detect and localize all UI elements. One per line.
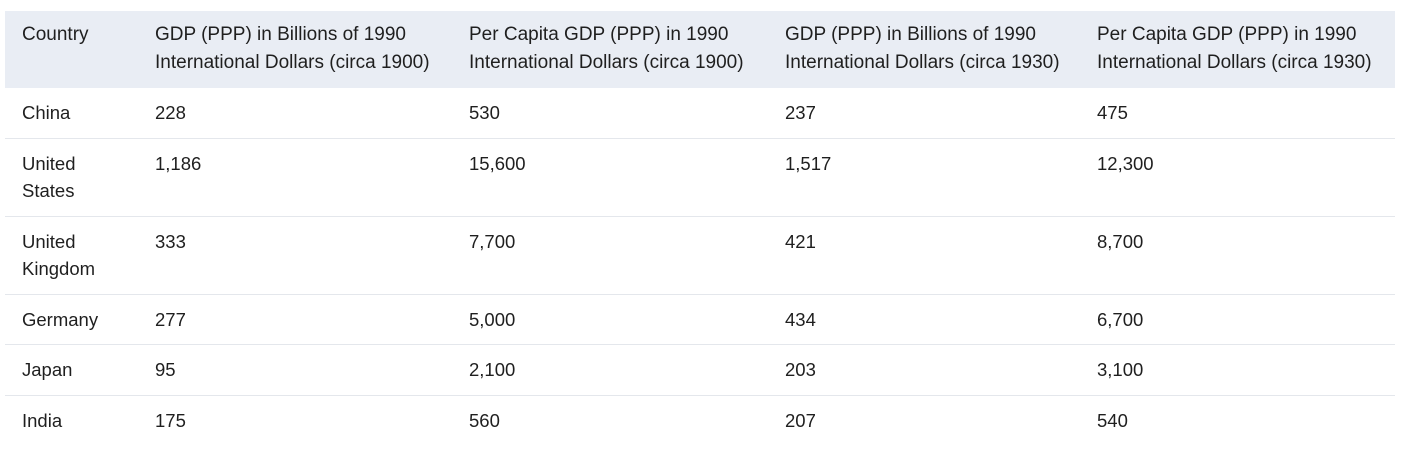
table-row: India 175 560 207 540	[5, 394, 1395, 445]
cell-country: India	[5, 394, 138, 445]
cell-gdp-1900: 175	[138, 394, 452, 445]
table-header: Country GDP (PPP) in Billions of 1990 In…	[5, 11, 1395, 88]
header-row: Country GDP (PPP) in Billions of 1990 In…	[5, 11, 1395, 88]
table-body: China 228 530 237 475 United States 1,18…	[5, 88, 1395, 445]
header-gdp-1930: GDP (PPP) in Billions of 1990 Internatio…	[785, 24, 1060, 73]
cell-per-capita-1900: 5,000	[452, 293, 768, 345]
cell-country: China	[22, 102, 71, 123]
cell-per-capita-1900: 2,100	[452, 344, 768, 395]
cell-per-capita-1930: 475	[1097, 102, 1128, 123]
cell-country: Germany	[5, 293, 138, 345]
cell-gdp-1930: 203	[768, 344, 1080, 395]
cell-gdp-1900: 333	[138, 215, 452, 294]
cell-gdp-1930: 421	[768, 215, 1080, 294]
cell-per-capita-1900: 7,700	[452, 215, 768, 294]
cell-per-capita-1900: 15,600	[452, 137, 768, 216]
cell-per-capita-1900: 530	[469, 102, 500, 123]
cell-per-capita-1900: 560	[452, 394, 768, 445]
cell-country: United States	[5, 137, 138, 216]
cell-gdp-1900: 1,186	[138, 137, 452, 216]
header-gdp-1900: GDP (PPP) in Billions of 1990 Internatio…	[155, 24, 430, 73]
cell-gdp-1930: 237	[785, 102, 816, 123]
cell-country: United Kingdom	[5, 215, 138, 294]
cell-per-capita-1930: 8,700	[1080, 215, 1395, 294]
table-row: Japan 95 2,100 203 3,100	[5, 344, 1395, 395]
cell-per-capita-1930: 540	[1080, 394, 1395, 445]
table-row: United Kingdom 333 7,700 421 8,700	[5, 215, 1395, 294]
gdp-table: Country GDP (PPP) in Billions of 1990 In…	[5, 11, 1395, 445]
table-row: Germany 277 5,000 434 6,700	[5, 293, 1395, 345]
cell-country: Japan	[5, 344, 138, 395]
cell-gdp-1900: 277	[138, 293, 452, 345]
cell-gdp-1930: 434	[768, 293, 1080, 345]
cell-per-capita-1930: 6,700	[1080, 293, 1395, 345]
gdp-table-container: Country GDP (PPP) in Billions of 1990 In…	[5, 11, 1395, 471]
cell-per-capita-1930: 12,300	[1080, 137, 1395, 216]
table-row: United States 1,186 15,600 1,517 12,300	[5, 137, 1395, 216]
cell-gdp-1930: 1,517	[768, 137, 1080, 216]
table-row: China 228 530 237 475	[5, 88, 1395, 138]
header-per-capita-1900: Per Capita GDP (PPP) in 1990 Internation…	[469, 24, 744, 73]
cell-gdp-1900: 95	[138, 344, 452, 395]
header-per-capita-1930: Per Capita GDP (PPP) in 1990 Internation…	[1097, 24, 1372, 73]
cell-gdp-1900: 228	[155, 102, 186, 123]
cell-gdp-1930: 207	[768, 394, 1080, 445]
cell-per-capita-1930: 3,100	[1080, 344, 1395, 395]
header-country: Country	[22, 24, 89, 45]
